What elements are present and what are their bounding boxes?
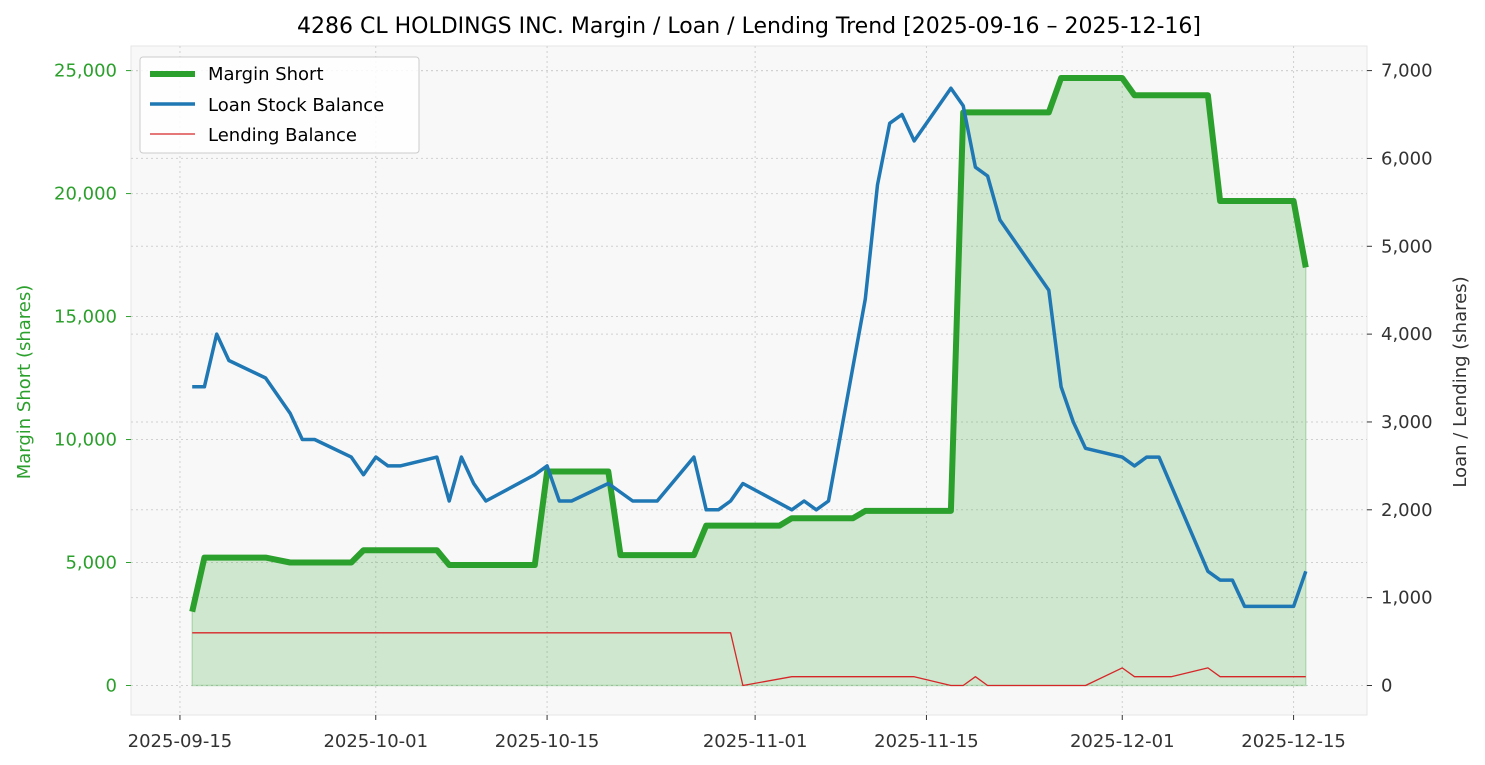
legend-box (139, 56, 420, 154)
right-axis: 0 1,000 2,000 3,000 4,000 5,000 6,000 7,000 (1367, 61, 1433, 696)
y-right-tick-label: 5,000 (1381, 236, 1433, 257)
legend-label-loan-stock-balance: Loan Stock Balance (208, 95, 384, 116)
x-tick-label: 2025-11-01 (703, 731, 808, 752)
legend-label-margin-short: Margin Short (208, 64, 324, 85)
y-right-tick-label: 7,000 (1381, 61, 1433, 82)
x-tick-label: 2025-12-01 (1070, 731, 1175, 752)
x-tick-label: 2025-12-15 (1241, 731, 1346, 752)
y-left-tick-label: 20,000 (54, 184, 117, 205)
x-tick-label: 2025-10-01 (323, 731, 428, 752)
y-right-tick-label: 1,000 (1381, 588, 1433, 609)
x-tick-label: 2025-10-15 (495, 731, 600, 752)
x-tick-label: 2025-11-15 (874, 731, 979, 752)
plot-area (130, 45, 1368, 716)
legend: Margin Short Loan Stock Balance Lending … (139, 56, 420, 154)
y-right-tick-label: 6,000 (1381, 148, 1433, 169)
y-right-tick-label: 2,000 (1381, 500, 1433, 521)
y-left-tick-label: 5,000 (65, 553, 117, 574)
y-left-tick-label: 0 (106, 675, 117, 696)
chart-title: 4286 CL HOLDINGS INC. Margin / Loan / Le… (297, 14, 1201, 39)
y-right-tick-label: 3,000 (1381, 412, 1433, 433)
y-right-tick-label: 4,000 (1381, 324, 1433, 345)
left-axis: 0 5,000 10,000 15,000 20,000 25,000 (54, 61, 131, 696)
y-left-tick-label: 15,000 (54, 307, 117, 328)
series (189, 75, 1309, 687)
lending-balance-line (192, 632, 1306, 687)
right-axis-label: Loan / Lending (shares) (1450, 276, 1471, 487)
x-tick-label: 2025-09-15 (128, 731, 233, 752)
y-left-tick-label: 10,000 (54, 430, 117, 451)
x-axis: 2025-09-15 2025-10-01 2025-10-15 2025-11-01… (128, 715, 1346, 752)
y-left-tick-label: 25,000 (54, 61, 117, 82)
left-axis-label: Margin Short (shares) (14, 285, 35, 480)
y-right-tick-label: 0 (1381, 675, 1392, 696)
margin-short-line (189, 75, 1309, 613)
loan-stock-balance-line (192, 86, 1308, 609)
legend-label-lending-balance: Lending Balance (208, 125, 357, 146)
